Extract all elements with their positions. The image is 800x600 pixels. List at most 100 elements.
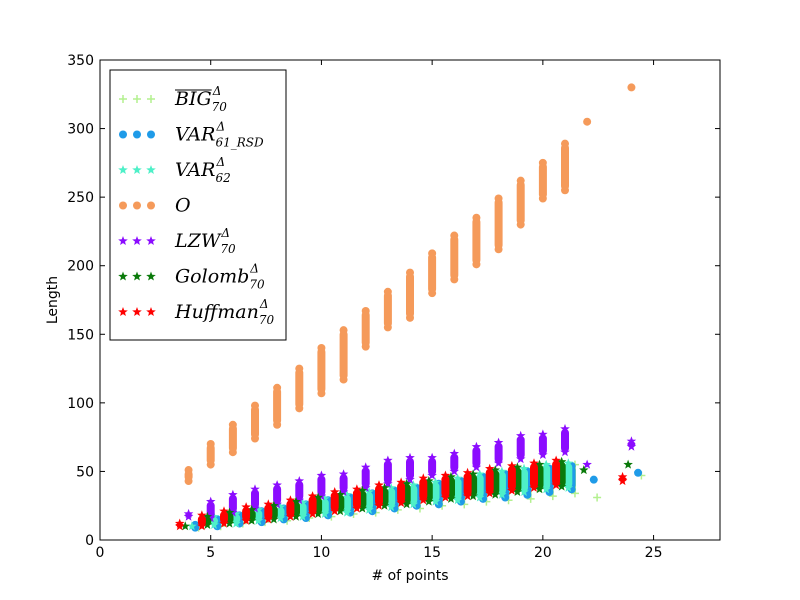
series-huffman70	[175, 455, 628, 531]
legend-item-big70: BIG70Δ	[119, 84, 227, 114]
x-tick-label: 15	[423, 545, 441, 561]
data-point	[560, 447, 570, 457]
data-point	[396, 498, 406, 507]
data-point	[253, 504, 264, 514]
y-tick-label: 50	[76, 464, 94, 480]
data-point	[449, 448, 459, 458]
data-point	[386, 482, 396, 492]
data-point	[424, 476, 434, 486]
data-point	[538, 194, 547, 203]
data-point	[250, 484, 260, 494]
data-point	[512, 462, 523, 472]
data-point	[275, 502, 286, 512]
data-point	[401, 478, 412, 488]
point-column	[330, 492, 339, 512]
data-point	[285, 495, 296, 505]
data-point	[251, 434, 259, 443]
data-point	[364, 504, 374, 514]
data-point	[472, 260, 481, 269]
data-point	[475, 492, 485, 502]
legend-marker	[147, 201, 155, 210]
point-column	[264, 504, 273, 520]
point-column	[383, 460, 392, 484]
data-point	[228, 420, 237, 429]
data-point	[485, 463, 495, 473]
legend-marker	[118, 307, 128, 316]
data-point	[263, 514, 273, 524]
data-point	[516, 454, 526, 464]
data-point	[452, 495, 463, 505]
data-point	[405, 452, 415, 462]
legend-label: Golomb70Δ	[175, 262, 265, 292]
data-point	[512, 487, 523, 496]
data-point	[352, 484, 362, 494]
data-point	[342, 507, 352, 517]
data-point	[551, 480, 561, 490]
data-point	[593, 493, 602, 502]
data-point	[472, 213, 481, 222]
data-point	[228, 448, 237, 457]
point-column	[320, 498, 329, 514]
legend-item-var62: VAR62Δ	[118, 155, 231, 185]
data-point	[386, 502, 396, 512]
y-tick-label: 350	[67, 53, 94, 69]
data-point	[519, 463, 529, 473]
legend-item-var61: VAR61_RSDΔ	[119, 120, 264, 150]
y-tick-label: 0	[85, 533, 94, 549]
x-tick-label: 5	[206, 545, 215, 561]
data-point	[316, 470, 327, 480]
data-point	[335, 489, 345, 499]
data-point	[468, 491, 478, 501]
data-point	[519, 487, 529, 496]
point-column	[397, 482, 406, 503]
point-column	[561, 143, 569, 191]
data-point	[450, 275, 459, 284]
point-column	[450, 453, 459, 472]
legend-marker	[146, 236, 156, 245]
data-point	[626, 436, 637, 446]
x-axis-label: # of points	[371, 568, 448, 584]
legend-marker	[146, 271, 156, 281]
data-point	[427, 452, 437, 462]
legend-marker	[132, 271, 142, 281]
point-column	[228, 424, 237, 453]
data-point	[379, 482, 390, 492]
data-point	[291, 496, 301, 506]
x-tick-label: 25	[645, 545, 663, 561]
data-point	[272, 499, 282, 509]
point-column	[295, 481, 304, 501]
data-point	[497, 489, 507, 499]
data-point	[450, 231, 459, 240]
y-axis-label: Length	[45, 276, 61, 324]
data-point	[471, 462, 482, 472]
point-column	[409, 485, 418, 505]
point-column	[339, 474, 348, 492]
series-var62	[187, 458, 574, 531]
data-point	[246, 515, 257, 525]
point-column	[485, 468, 494, 494]
data-point	[589, 475, 598, 484]
data-point	[383, 323, 392, 332]
data-point	[561, 186, 569, 195]
data-point	[338, 469, 349, 479]
data-point	[449, 466, 459, 476]
data-point	[224, 507, 235, 517]
data-point	[197, 521, 207, 531]
legend-marker	[132, 165, 142, 174]
y-tick-label: 150	[67, 327, 94, 343]
data-point	[250, 503, 260, 513]
legend-marker	[147, 95, 155, 103]
data-point	[317, 389, 326, 398]
data-point	[330, 506, 340, 516]
point-column	[453, 478, 462, 501]
legend-item-huffman70: Huffman70Δ	[118, 297, 274, 327]
data-point	[202, 511, 213, 521]
legend-label: Huffman70Δ	[174, 297, 274, 327]
point-column	[308, 496, 317, 514]
point-column	[406, 457, 414, 480]
data-point	[228, 489, 238, 499]
point-column	[428, 457, 437, 476]
point-column	[542, 464, 551, 490]
data-point	[556, 456, 567, 466]
